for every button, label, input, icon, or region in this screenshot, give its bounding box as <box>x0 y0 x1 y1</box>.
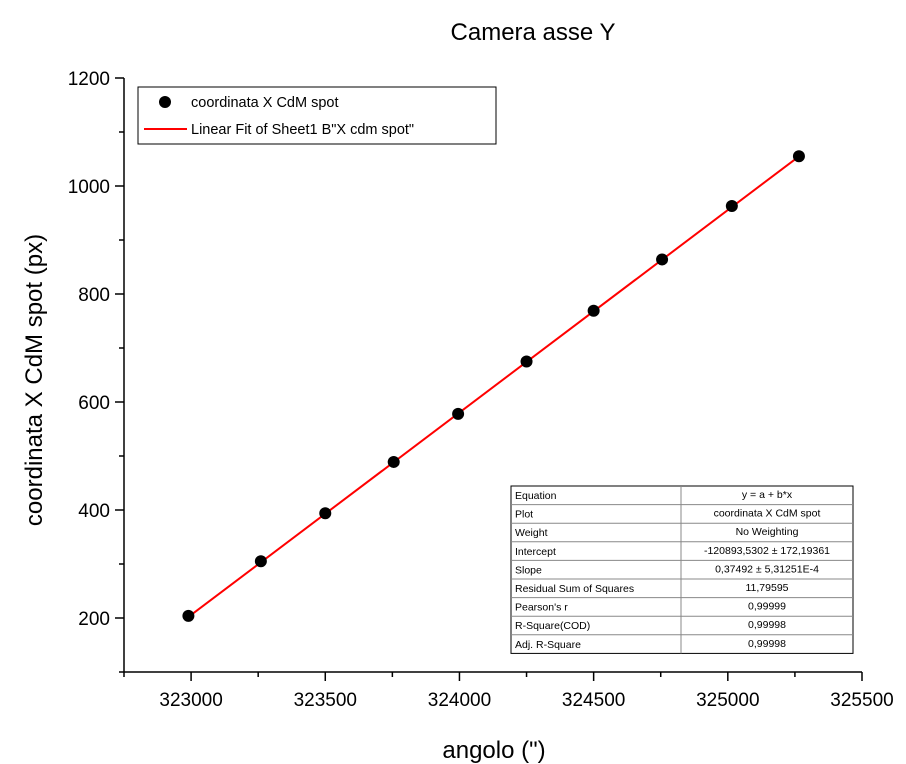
x-tick-label: 324000 <box>428 690 491 711</box>
stats-row-label: Weight <box>515 527 548 539</box>
stats-row-label: Pearson's r <box>515 602 568 614</box>
stats-row-value: 0,99998 <box>748 619 786 631</box>
data-point <box>387 455 400 468</box>
stats-row-label: R-Square(COD) <box>515 620 590 632</box>
y-tick-label: 800 <box>78 285 110 306</box>
stats-table-border <box>510 485 854 654</box>
stats-row-value: 0,99998 <box>748 638 786 650</box>
stats-table: Equation y = a + b*x Plot coordinata X CdM … <box>510 485 854 654</box>
y-tick-label: 200 <box>78 609 110 630</box>
y-axis-label: coordinata X CdM spot (px) <box>21 234 48 526</box>
data-point <box>587 304 600 317</box>
legend-label-points: coordinata X CdM spot <box>191 95 339 111</box>
stats-row-label: Intercept <box>515 546 556 558</box>
data-point <box>656 253 669 266</box>
legend-box <box>137 86 497 145</box>
x-tick-label: 325000 <box>696 690 759 711</box>
stats-row-label: Adj. R-Square <box>515 639 581 651</box>
data-point <box>319 507 332 520</box>
fit-line <box>187 155 800 618</box>
stats-row-value: y = a + b*x <box>742 489 793 501</box>
ticks: 323000 323500 324000 324500 325000 325500 200 4… <box>68 69 894 711</box>
x-axis-label: angolo (") <box>442 737 545 764</box>
axes <box>123 78 862 673</box>
y-tick-label: 1000 <box>68 177 110 198</box>
legend-marker-points <box>159 96 171 108</box>
stats-row-label: Residual Sum of Squares <box>515 583 634 595</box>
fit-line-group <box>187 155 800 618</box>
data-point <box>792 150 805 163</box>
y-tick-label: 600 <box>78 393 110 414</box>
data-point <box>254 555 267 568</box>
stats-row-label: Slope <box>515 564 542 576</box>
y-tick-label: 1200 <box>68 69 110 90</box>
stats-row-value: coordinata X CdM spot <box>714 508 821 520</box>
x-tick-label: 323500 <box>294 690 357 711</box>
data-point <box>182 609 195 622</box>
x-tick-label: 324500 <box>562 690 625 711</box>
stats-row-label: Plot <box>515 509 533 521</box>
stats-row-value: 0,37492 ± 5,31251E-4 <box>715 563 819 575</box>
legend: coordinata X CdM spot Linear Fit of Shee… <box>137 86 497 145</box>
data-point <box>725 199 738 212</box>
x-tick-label: 325500 <box>830 690 893 711</box>
data-point <box>520 355 533 368</box>
data-point <box>452 407 465 420</box>
x-tick-label: 323000 <box>159 690 222 711</box>
legend-label-fit: Linear Fit of Sheet1 B"X cdm spot" <box>191 122 414 138</box>
stats-row-value: 11,79595 <box>745 582 788 594</box>
chart-title: Camera asse Y <box>451 19 616 46</box>
stats-row-label: Equation <box>515 490 557 502</box>
data-points <box>182 150 805 622</box>
y-tick-label: 400 <box>78 501 110 522</box>
stats-row-value: 0,99999 <box>748 601 786 613</box>
stats-row-value: No Weighting <box>736 526 799 538</box>
stats-row-value: -120893,5302 ± 172,19361 <box>704 545 830 557</box>
